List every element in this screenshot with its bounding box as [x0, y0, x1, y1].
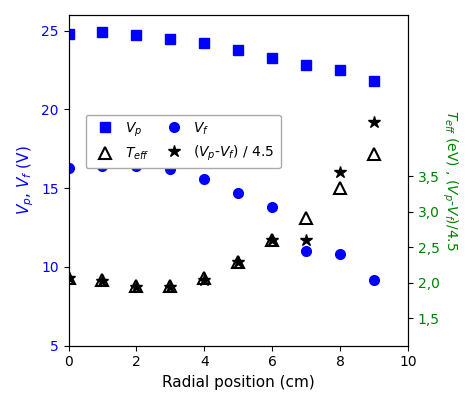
Legend: $V_p$, $T_{eff}$, $V_f$, $(V_p$-$V_f$) / 4.5: $V_p$, $T_{eff}$, $V_f$, $(V_p$-$V_f$) /… — [86, 115, 281, 168]
Y-axis label: $T_{eff}$ (eV) , $(V_p$-$V_f$)/4.5: $T_{eff}$ (eV) , $(V_p$-$V_f$)/4.5 — [440, 110, 459, 251]
X-axis label: Radial position (cm): Radial position (cm) — [162, 375, 315, 390]
Y-axis label: $V_p$, $V_f$ (V): $V_p$, $V_f$ (V) — [15, 145, 36, 215]
